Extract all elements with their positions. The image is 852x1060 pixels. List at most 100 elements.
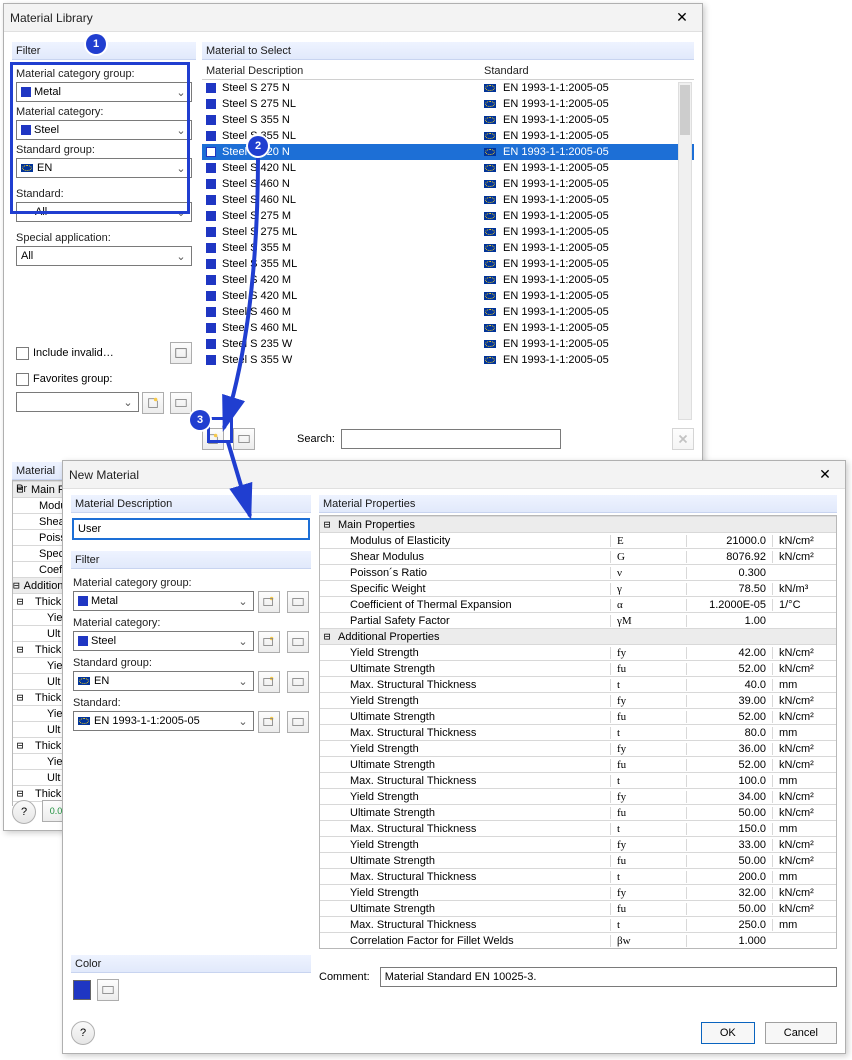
list-item[interactable]: Steel S 460 NEN 1993-1-1:2005-05: [202, 176, 694, 192]
desc-header: Material Description: [71, 495, 311, 513]
collapse-icon[interactable]: ⊟: [320, 630, 334, 643]
list-item[interactable]: Steel S 235 WEN 1993-1-1:2005-05: [202, 336, 694, 352]
ok-button[interactable]: OK: [701, 1022, 755, 1044]
section-main[interactable]: ⊟ Main Properties: [320, 516, 836, 532]
help-icon[interactable]: ?: [71, 1021, 95, 1045]
property-row[interactable]: Modulus of ElasticityE21000.0kN/cm²: [320, 532, 836, 548]
help-icon[interactable]: ?: [12, 800, 36, 824]
section-additional[interactable]: ⊟ Additional Properties: [320, 628, 836, 644]
property-row[interactable]: Max. Structural Thicknesst150.0mm: [320, 820, 836, 836]
property-row[interactable]: Yield Strengthfy32.00kN/cm²: [320, 884, 836, 900]
scrollbar[interactable]: [678, 82, 692, 420]
standard-combo[interactable]: EN 1993-1-1:2005-05 ⌄: [73, 711, 254, 731]
list-item[interactable]: Steel S 275 MLEN 1993-1-1:2005-05: [202, 224, 694, 240]
property-row[interactable]: Specific Weightγ78.50kN/m³: [320, 580, 836, 596]
color-picker-icon[interactable]: [97, 979, 119, 1001]
group-combo[interactable]: Metal ⌄: [16, 82, 192, 102]
material-select-header: Material to Select: [202, 42, 694, 60]
property-row[interactable]: Partial Safety FactorγM1.00: [320, 612, 836, 628]
new-material-dialog: New Material ✕ Material Description Filt…: [62, 460, 846, 1054]
list-body[interactable]: Steel S 275 NEN 1993-1-1:2005-05Steel S …: [202, 80, 694, 420]
property-row[interactable]: Ultimate Strengthfu50.00kN/cm²: [320, 804, 836, 820]
list-item[interactable]: Steel S 420 MLEN 1993-1-1:2005-05: [202, 288, 694, 304]
import-group-icon[interactable]: [287, 591, 309, 613]
import-category-icon[interactable]: [287, 631, 309, 653]
description-input[interactable]: [73, 519, 309, 539]
search-input[interactable]: [341, 429, 561, 449]
chevron-down-icon: ⌄: [120, 393, 136, 411]
category-combo[interactable]: Steel ⌄: [73, 631, 254, 651]
property-row[interactable]: Ultimate Strengthfu52.00kN/cm²: [320, 708, 836, 724]
property-row[interactable]: Coefficient of Thermal Expansionα1.2000E…: [320, 596, 836, 612]
new-favorite-icon[interactable]: [142, 392, 164, 414]
close-icon[interactable]: ✕: [811, 465, 839, 485]
favorites-checkbox[interactable]: Favorites group:: [16, 370, 192, 388]
scrollbar-thumb[interactable]: [680, 85, 690, 135]
property-row[interactable]: Yield Strengthfy33.00kN/cm²: [320, 836, 836, 852]
property-row[interactable]: Max. Structural Thicknesst100.0mm: [320, 772, 836, 788]
new-group-icon[interactable]: [258, 591, 280, 613]
property-row[interactable]: Yield Strengthfy36.00kN/cm²: [320, 740, 836, 756]
close-icon[interactable]: ✕: [668, 8, 696, 28]
collapse-icon[interactable]: ⊟: [320, 518, 334, 531]
filter-header: Filter: [71, 551, 311, 569]
list-item[interactable]: Steel S 460 MEN 1993-1-1:2005-05: [202, 304, 694, 320]
property-row[interactable]: Max. Structural Thicknesst200.0mm: [320, 868, 836, 884]
chevron-down-icon: ⌄: [173, 83, 189, 101]
standard-label: Standard:: [73, 697, 309, 709]
property-row[interactable]: Yield Strengthfy42.00kN/cm²: [320, 644, 836, 660]
property-row[interactable]: Max. Structural Thicknesst80.0mm: [320, 724, 836, 740]
standard-value: All: [21, 206, 187, 218]
stdgroup-combo[interactable]: EN ⌄: [16, 158, 192, 178]
import-favorite-icon[interactable]: [170, 392, 192, 414]
list-item[interactable]: Steel S 275 MEN 1993-1-1:2005-05: [202, 208, 694, 224]
delete-icon[interactable]: [672, 428, 694, 450]
collapse-icon[interactable]: ⊟: [13, 579, 20, 592]
new-category-icon[interactable]: [258, 631, 280, 653]
list-item[interactable]: Steel S 275 NLEN 1993-1-1:2005-05: [202, 96, 694, 112]
list-item[interactable]: Steel S 460 MLEN 1993-1-1:2005-05: [202, 320, 694, 336]
import-stdgroup-icon[interactable]: [287, 671, 309, 693]
property-row[interactable]: Correlation Factor for Fillet Weldsβw1.0…: [320, 932, 836, 948]
new-stdgroup-icon[interactable]: [258, 671, 280, 693]
property-row[interactable]: Ultimate Strengthfu52.00kN/cm²: [320, 660, 836, 676]
comment-input[interactable]: [380, 967, 837, 987]
property-row[interactable]: Poisson´s Ratioν0.300: [320, 564, 836, 580]
property-row[interactable]: Yield Strengthfy39.00kN/cm²: [320, 692, 836, 708]
standard-combo[interactable]: All ⌄: [16, 202, 192, 222]
property-row[interactable]: Max. Structural Thicknesst40.0mm: [320, 676, 836, 692]
stdgroup-combo[interactable]: EN ⌄: [73, 671, 254, 691]
property-row[interactable]: Ultimate Strengthfu50.00kN/cm²: [320, 852, 836, 868]
property-row[interactable]: Max. Structural Thicknesst250.0mm: [320, 916, 836, 932]
property-row[interactable]: Ultimate Strengthfu52.00kN/cm²: [320, 756, 836, 772]
list-item[interactable]: Steel S 355 NEN 1993-1-1:2005-05: [202, 112, 694, 128]
property-grid: ⊟ Main Properties Modulus of ElasticityE…: [319, 515, 837, 949]
property-row[interactable]: Ultimate Strengthfu50.00kN/cm²: [320, 900, 836, 916]
list-item[interactable]: Steel S 355 WEN 1993-1-1:2005-05: [202, 352, 694, 368]
col-standard[interactable]: Standard: [480, 62, 694, 79]
list-item[interactable]: Steel S 355 MEN 1993-1-1:2005-05: [202, 240, 694, 256]
color-swatch[interactable]: [73, 980, 91, 1000]
property-row[interactable]: Shear ModulusG8076.92kN/cm²: [320, 548, 836, 564]
list-item[interactable]: Steel S 420 NLEN 1993-1-1:2005-05: [202, 160, 694, 176]
collapse-icon[interactable]: ⊟: [13, 483, 27, 496]
include-invalid-checkbox[interactable]: Include invalid…: [16, 344, 114, 362]
new-material-button[interactable]: [202, 428, 224, 450]
cancel-button[interactable]: Cancel: [765, 1022, 837, 1044]
list-item[interactable]: Steel S 355 MLEN 1993-1-1:2005-05: [202, 256, 694, 272]
special-combo[interactable]: All ⌄: [16, 246, 192, 266]
list-item[interactable]: Steel S 355 NLEN 1993-1-1:2005-05: [202, 128, 694, 144]
open-material-icon[interactable]: [233, 428, 255, 450]
library-settings-icon[interactable]: [170, 342, 192, 364]
property-row[interactable]: Yield Strengthfy34.00kN/cm²: [320, 788, 836, 804]
list-item[interactable]: Steel S 460 NLEN 1993-1-1:2005-05: [202, 192, 694, 208]
import-standard-icon[interactable]: [287, 711, 309, 733]
group-combo[interactable]: Metal ⌄: [73, 591, 254, 611]
list-item[interactable]: Steel S 420 MEN 1993-1-1:2005-05: [202, 272, 694, 288]
list-item[interactable]: Steel S 420 NEN 1993-1-1:2005-05: [202, 144, 694, 160]
favorites-combo[interactable]: ⌄: [16, 392, 139, 412]
col-description[interactable]: Material Description: [202, 62, 480, 79]
category-combo[interactable]: Steel ⌄: [16, 120, 192, 140]
new-standard-icon[interactable]: [258, 711, 280, 733]
list-item[interactable]: Steel S 275 NEN 1993-1-1:2005-05: [202, 80, 694, 96]
